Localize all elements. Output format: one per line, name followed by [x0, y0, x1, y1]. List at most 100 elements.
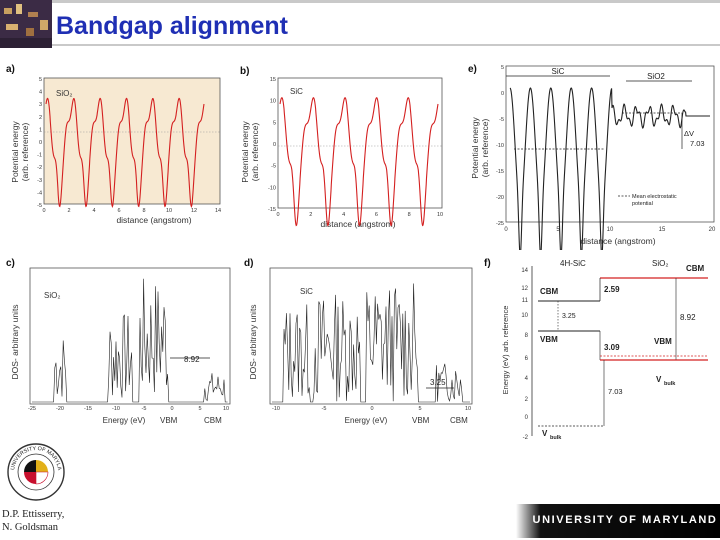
panel-c-label: c) — [6, 258, 15, 269]
panel-e-xlabel: distance (angstrom) — [580, 236, 655, 246]
panel-a-ytick: 5 — [39, 77, 42, 83]
panel-a-ytick: 2 — [39, 115, 42, 121]
panel-c-xtick: 10 — [223, 406, 229, 412]
panel-e-ytick: -25 — [496, 221, 504, 227]
panel-e-legend-line2: potential — [632, 201, 653, 207]
panel-f-ytick: 8 — [525, 333, 529, 339]
panel-d-dos-curve — [272, 283, 470, 403]
panel-d-gap-value: 3.25 — [430, 378, 446, 387]
panel-c-xtick: -15 — [84, 406, 92, 412]
panel-f-ytick: -2 — [523, 435, 529, 441]
panel-d-label: d) — [244, 258, 254, 269]
panel-d-xtick: 0 — [370, 406, 373, 412]
panel-a-xtick: 10 — [166, 208, 172, 214]
panel-f-ytick: 6 — [525, 356, 529, 362]
panel-e-plot-area — [505, 65, 715, 223]
panel-b-xtick: 2 — [309, 212, 312, 218]
panel-e-delta-v: ΔV — [684, 129, 694, 138]
panel-a-ytick: 0 — [39, 140, 42, 146]
panel-d-xlabel: Energy (eV) — [345, 416, 388, 425]
panel-b-ytick: -10 — [268, 185, 276, 191]
panel-e-region-sio2: SiO2 — [647, 72, 665, 81]
panel-e-region-sic: SiC — [552, 67, 565, 76]
panel-f-dv: 7.03 — [608, 387, 623, 396]
panel-e-chart: Potential energy (arb. reference) 5 0 -5… — [470, 65, 716, 250]
author-credit: D.P. Ettisserry, N. Goldsman — [2, 508, 64, 534]
panel-a-chart: Potential energy (arb. reference) 5 4 3 … — [10, 77, 221, 225]
panel-a-yticks: 5 4 3 2 1 0 -1 -2 -3 -4 -5 — [37, 77, 42, 209]
panel-b-ylabel-line1: Potential energy — [240, 121, 250, 183]
panel-c-gap-value: 8.92 — [184, 355, 200, 364]
panel-c-ylabel: DOS- arbitrary units — [10, 304, 20, 379]
panel-e-ylabel-line2: (arb. reference) — [480, 119, 490, 178]
panel-a-xtick: 4 — [92, 208, 95, 214]
footer-university-name: UNIVERSITY OF MARYLAND — [532, 514, 718, 526]
panel-b-xtick: 8 — [408, 212, 411, 218]
panel-c-xlabel: Energy (eV) — [103, 416, 146, 425]
panel-d-xtick: 5 — [418, 406, 421, 412]
panel-f-offset-cb: 2.59 — [604, 285, 620, 294]
panel-f-ytick: 14 — [521, 268, 528, 274]
panel-a-xtick: 8 — [142, 208, 145, 214]
panel-c-plot-area — [29, 267, 231, 405]
footer-bar — [516, 504, 720, 538]
panel-e-ytick: -5 — [499, 117, 504, 123]
panel-f-vbulk-right-sub: bulk — [664, 381, 676, 387]
panel-b-xtick: 6 — [375, 212, 378, 218]
panel-d-material: SiC — [300, 287, 313, 296]
panel-d-xtick: 10 — [465, 406, 471, 412]
panel-d-xtick: -10 — [272, 406, 280, 412]
panel-b-ylabel-line2: (arb. reference) — [250, 123, 260, 182]
panel-b-ytick: -5 — [271, 164, 276, 170]
panel-c-xtick: 5 — [198, 406, 201, 412]
panel-a-ytick: -4 — [37, 190, 42, 196]
panel-d-ylabel: DOS- arbitrary units — [248, 304, 258, 379]
panel-f-vbm-right: VBM — [654, 337, 672, 346]
panel-b-xtick: 10 — [437, 212, 443, 218]
panel-a-ytick: 4 — [39, 90, 42, 96]
panel-c-cbm: CBM — [204, 416, 222, 425]
panel-e-delta-v-value: 7.03 — [690, 139, 705, 148]
panel-f-ytick: 0 — [525, 415, 529, 421]
panel-a-ylabel: Potential energy (arb. reference) — [10, 121, 30, 183]
panel-f-diagram: Energy (eV) arb. reference 14 12 11 10 8… — [501, 259, 708, 441]
panel-c-xtick: -25 — [28, 406, 36, 412]
panel-b-ytick: 10 — [270, 99, 276, 105]
slide-title: Bandgap alignment — [56, 12, 288, 40]
panel-f-vbulk-left-sub: bulk — [550, 435, 562, 441]
panel-d-vbm: VBM — [412, 416, 430, 425]
panel-f-col-sic: 4H-SiC — [560, 259, 586, 268]
panel-e-legend-line1: Mean electrostatic — [632, 194, 677, 200]
panel-f-label: f) — [484, 258, 491, 269]
panel-a-ytick: -3 — [37, 178, 42, 184]
panel-f-offset-vb: 3.09 — [604, 343, 620, 352]
panel-c-vbm: VBM — [160, 416, 178, 425]
panel-e-xtick: 0 — [504, 227, 508, 233]
panel-a-xtick: 2 — [67, 208, 70, 214]
panel-a-xticks: 0 2 4 6 8 10 12 14 — [42, 208, 221, 214]
panel-f-cbm-left: CBM — [540, 287, 559, 296]
panel-f-gap-sic: 3.25 — [562, 313, 576, 320]
panel-a-xlabel: distance (angstrom) — [116, 215, 191, 225]
panel-f-ytick: 12 — [521, 286, 528, 292]
panel-b-plot-area — [277, 77, 443, 209]
panel-a-xtick: 12 — [191, 208, 197, 214]
panel-a-ytick: -2 — [37, 165, 42, 171]
panel-a-ytick: 1 — [39, 127, 42, 133]
panel-c-dos-curve — [32, 278, 228, 403]
panel-c-material: SiO₂ — [44, 291, 60, 300]
panel-a-ytick: -5 — [37, 203, 42, 209]
panel-b-xtick: 0 — [276, 212, 279, 218]
panel-e-ytick: -15 — [496, 169, 504, 175]
panel-f-vbm-left: VBM — [540, 335, 558, 344]
panel-e-ytick: 5 — [501, 65, 504, 71]
panel-f-ytick: 2 — [525, 397, 529, 403]
panel-a-label: a) — [6, 64, 15, 75]
panel-c-xtick: -20 — [56, 406, 64, 412]
panel-f-ytick: 10 — [521, 313, 528, 319]
panel-c-chart: DOS- arbitrary units SiO₂ 8.92 -25 -20 -… — [10, 267, 231, 425]
panel-b-ytick: 0 — [273, 142, 276, 148]
panel-e-xtick: 5 — [556, 227, 560, 233]
panel-b-ytick: 15 — [270, 77, 276, 83]
